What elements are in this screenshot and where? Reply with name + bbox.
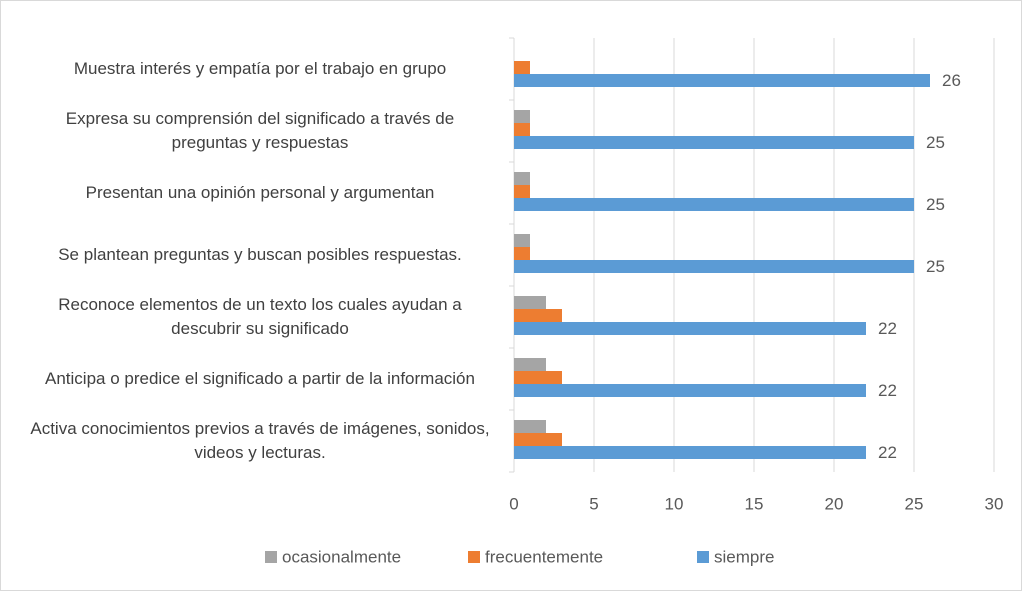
bar [514, 358, 546, 371]
data-label: 26 [942, 71, 961, 90]
y-tick-label: Activa conocimientos previos a través de… [30, 419, 490, 462]
y-tick-label: Anticipa o predice el significado a part… [45, 369, 475, 388]
bar [514, 260, 914, 273]
bar [514, 110, 530, 123]
legend-swatch [697, 551, 709, 563]
y-tick-label: Expresa su comprensión del significado a… [65, 109, 455, 152]
bar [514, 322, 866, 335]
x-tick-label: 20 [825, 494, 844, 513]
bar [514, 433, 562, 446]
bar [514, 172, 530, 185]
legend-label: siempre [714, 547, 774, 566]
data-label: 25 [926, 257, 945, 276]
bar [514, 296, 546, 309]
bar [514, 74, 930, 87]
bar [514, 185, 530, 198]
y-tick-label: Muestra interés y empatía por el trabajo… [73, 59, 447, 78]
bar [514, 371, 562, 384]
y-tick-label: Se plantean preguntas y buscan posibles … [58, 245, 462, 264]
bar [514, 309, 562, 322]
legend-label: ocasionalmente [282, 547, 401, 566]
data-label: 22 [878, 443, 897, 462]
legend-label: frecuentemente [485, 547, 603, 566]
y-tick-label: Presentan una opinión personal y argumen… [85, 183, 435, 202]
y-tick-label: Reconoce elementos de un texto los cuale… [58, 295, 462, 338]
x-tick-label: 30 [985, 494, 1004, 513]
legend-swatch [468, 551, 480, 563]
bar [514, 198, 914, 211]
bar [514, 446, 866, 459]
data-label: 22 [878, 381, 897, 400]
x-tick-label: 25 [905, 494, 924, 513]
data-label: 25 [926, 133, 945, 152]
x-tick-label: 15 [745, 494, 764, 513]
x-tick-label: 5 [589, 494, 598, 513]
x-tick-label: 0 [509, 494, 518, 513]
x-tick-label: 10 [665, 494, 684, 513]
bar [514, 123, 530, 136]
bar [514, 136, 914, 149]
bar [514, 420, 546, 433]
bar [514, 247, 530, 260]
data-label: 25 [926, 195, 945, 214]
bar [514, 384, 866, 397]
bar [514, 234, 530, 247]
legend-swatch [265, 551, 277, 563]
data-label: 22 [878, 319, 897, 338]
bar [514, 61, 530, 74]
